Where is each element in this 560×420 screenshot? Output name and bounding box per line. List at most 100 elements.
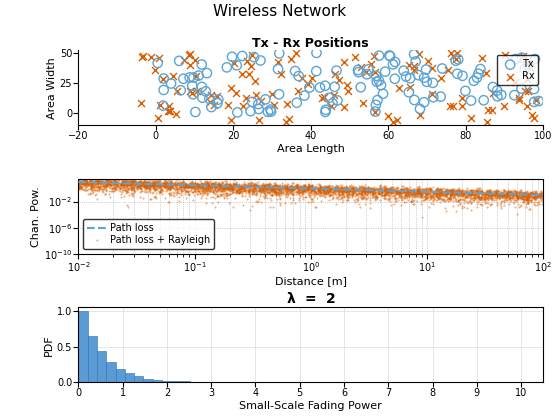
Path loss + Rayleigh (466, 189, 475, 195)
Path loss + Rayleigh (426, 186, 435, 192)
Path loss + Rayleigh (473, 193, 482, 200)
Path loss + Rayleigh (107, 185, 116, 192)
Path loss + Rayleigh (217, 184, 226, 191)
Path loss + Rayleigh (366, 186, 375, 192)
Path loss + Rayleigh (111, 177, 120, 184)
Path loss + Rayleigh (443, 194, 452, 201)
Path loss + Rayleigh (213, 192, 222, 199)
Path loss + Rayleigh (231, 181, 240, 187)
Path loss + Rayleigh (416, 192, 424, 199)
Path loss + Rayleigh (204, 181, 213, 188)
Path loss + Rayleigh (193, 185, 202, 192)
Path loss + Rayleigh (269, 186, 278, 193)
Path loss + Rayleigh (227, 186, 236, 193)
Path loss + Rayleigh (395, 189, 404, 195)
Tx (474, 71, 483, 77)
Path loss + Rayleigh (133, 178, 142, 185)
Path loss + Rayleigh (104, 178, 113, 185)
Path loss + Rayleigh (492, 190, 501, 197)
Path loss + Rayleigh (463, 185, 472, 192)
Path loss + Rayleigh (213, 180, 222, 186)
Path loss + Rayleigh (422, 189, 431, 196)
Path loss + Rayleigh (90, 184, 99, 190)
Tx (461, 87, 470, 94)
Path loss + Rayleigh (267, 187, 276, 194)
Path loss + Rayleigh (537, 188, 546, 195)
Rx (303, 81, 312, 87)
Path loss + Rayleigh (189, 182, 198, 189)
Path loss + Rayleigh (375, 190, 384, 197)
Path loss + Rayleigh (78, 179, 87, 186)
Path loss + Rayleigh (457, 187, 466, 194)
Path loss + Rayleigh (461, 189, 470, 195)
Path loss + Rayleigh (323, 188, 332, 195)
Path loss + Rayleigh (474, 192, 483, 199)
Path loss + Rayleigh (436, 188, 445, 195)
Path loss + Rayleigh (197, 186, 206, 193)
Path loss + Rayleigh (402, 187, 411, 194)
Path loss + Rayleigh (244, 188, 253, 195)
Path loss + Rayleigh (287, 183, 296, 189)
Path loss + Rayleigh (211, 182, 220, 189)
Path loss + Rayleigh (314, 186, 323, 192)
Path loss + Rayleigh (133, 181, 142, 187)
Path loss + Rayleigh (150, 186, 158, 192)
Path loss + Rayleigh (295, 188, 304, 194)
Path loss + Rayleigh (410, 189, 419, 195)
Path loss + Rayleigh (274, 192, 283, 199)
Path loss + Rayleigh (379, 187, 388, 194)
Path loss + Rayleigh (514, 194, 523, 201)
Path loss + Rayleigh (144, 181, 153, 187)
Path loss + Rayleigh (262, 192, 271, 199)
Path loss + Rayleigh (156, 189, 165, 195)
Path loss + Rayleigh (132, 180, 141, 187)
Path loss + Rayleigh (115, 177, 124, 184)
Path loss + Rayleigh (384, 189, 393, 196)
Path loss + Rayleigh (470, 191, 479, 197)
Path loss + Rayleigh (447, 190, 456, 197)
Path loss + Rayleigh (140, 181, 149, 187)
Path loss + Rayleigh (96, 177, 105, 184)
Path loss + Rayleigh (81, 182, 90, 189)
Path loss + Rayleigh (336, 184, 345, 191)
Path loss + Rayleigh (236, 185, 245, 192)
Path loss + Rayleigh (449, 194, 458, 201)
Path loss + Rayleigh (358, 192, 367, 199)
Path loss + Rayleigh (400, 187, 409, 194)
Path loss + Rayleigh (347, 186, 356, 193)
Path loss + Rayleigh (259, 181, 268, 188)
Path loss + Rayleigh (253, 185, 262, 192)
Path loss + Rayleigh (536, 192, 545, 199)
Path loss + Rayleigh (146, 189, 155, 196)
Path loss + Rayleigh (396, 187, 405, 194)
Path loss + Rayleigh (492, 199, 501, 206)
Path loss + Rayleigh (519, 194, 528, 201)
Path loss + Rayleigh (201, 184, 210, 190)
Path loss + Rayleigh (110, 181, 119, 188)
Path loss + Rayleigh (267, 196, 276, 203)
Tx (391, 59, 400, 66)
Path loss + Rayleigh (264, 184, 273, 191)
Path loss + Rayleigh (405, 187, 414, 194)
Path loss + Rayleigh (524, 197, 533, 204)
Path loss + Rayleigh (421, 190, 430, 197)
Path loss + Rayleigh (405, 188, 414, 194)
Path loss + Rayleigh (529, 189, 538, 196)
Path loss + Rayleigh (424, 186, 433, 193)
Path loss + Rayleigh (103, 178, 112, 185)
Path loss + Rayleigh (126, 179, 135, 186)
Path loss + Rayleigh (491, 192, 500, 199)
Path loss + Rayleigh (385, 198, 394, 205)
Path loss + Rayleigh (136, 178, 145, 184)
Path loss + Rayleigh (410, 190, 419, 197)
Path loss + Rayleigh (107, 179, 116, 186)
Path loss + Rayleigh (153, 179, 162, 186)
Tx (525, 70, 534, 77)
Path loss + Rayleigh (88, 181, 97, 187)
Path loss + Rayleigh (242, 184, 251, 191)
Path loss + Rayleigh (243, 186, 252, 192)
Path loss + Rayleigh (232, 179, 241, 186)
Path loss + Rayleigh (297, 189, 306, 196)
Path loss + Rayleigh (153, 183, 162, 189)
Path loss + Rayleigh (177, 184, 186, 191)
